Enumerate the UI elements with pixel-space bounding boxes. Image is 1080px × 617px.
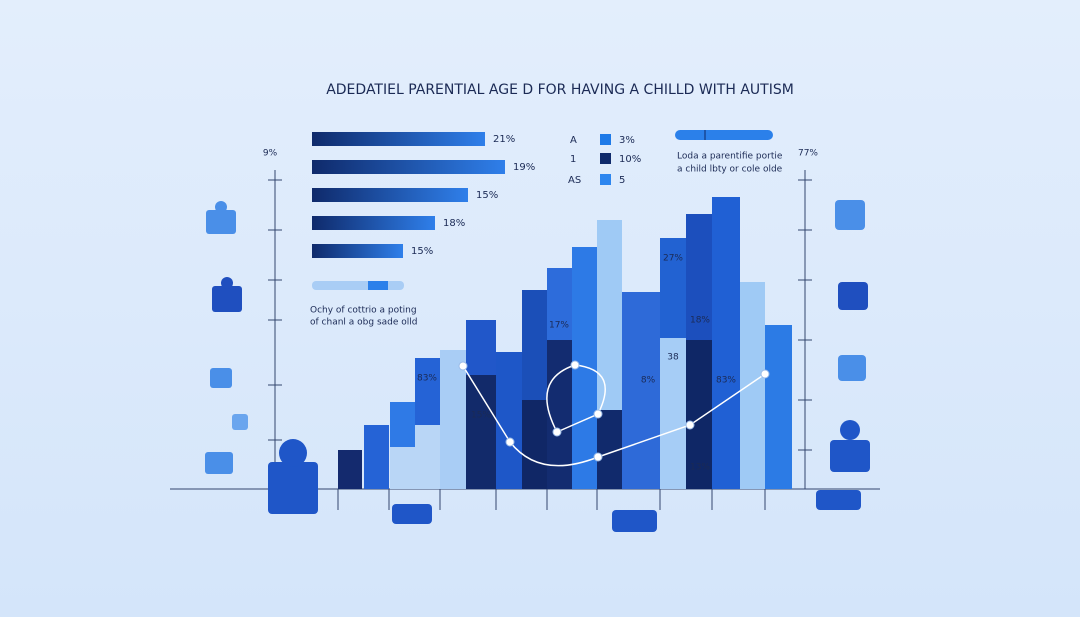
- legend-value: 3%: [619, 135, 635, 146]
- legend-swatch: [600, 134, 611, 145]
- slider-segment: [368, 281, 388, 290]
- bar-label: 15%: [411, 246, 433, 257]
- column-label: 83%: [716, 376, 736, 386]
- column-label: 15%: [471, 411, 491, 421]
- note: Ochy of cottrio a poting: [310, 306, 417, 316]
- note: a child lbty or cole olde: [677, 165, 783, 175]
- legend-swatch: [600, 153, 611, 164]
- legend-value: 10%: [619, 154, 641, 165]
- bar-label: 21%: [493, 134, 515, 145]
- legend-value: 5: [619, 175, 625, 186]
- summary-bars: [312, 132, 505, 258]
- axis-label: 77%: [798, 149, 818, 159]
- slider: [312, 281, 404, 290]
- bar-label: 15%: [476, 190, 498, 201]
- x-ticks: [337, 489, 766, 510]
- column-label: 17%: [549, 321, 569, 331]
- title: ADEDATIEL PARENTIAL AGE D FOR HAVING A C…: [326, 82, 794, 98]
- column-label: 8%: [641, 376, 656, 386]
- column-label: 38: [667, 353, 679, 363]
- column-label: 18%: [690, 316, 710, 326]
- bar-label: 19%: [513, 162, 535, 173]
- legend-name: A: [570, 135, 577, 146]
- column-label: 83%: [417, 374, 437, 384]
- bar-label: 18%: [443, 218, 465, 229]
- legend-name: 1: [570, 154, 576, 165]
- column-bars: [338, 197, 792, 489]
- column-label: 13%: [690, 463, 710, 473]
- note: of chanl a obg sade olld: [310, 318, 417, 328]
- axis-label: 9%: [263, 149, 278, 159]
- trend-points: [458, 360, 770, 462]
- column-label: 27%: [663, 254, 683, 264]
- legend-name: AS: [568, 175, 581, 186]
- note: Loda a parentifie portie: [677, 152, 783, 162]
- legend-swatch: [600, 174, 611, 185]
- puzzle-pieces: [205, 200, 870, 532]
- slider: [675, 130, 773, 140]
